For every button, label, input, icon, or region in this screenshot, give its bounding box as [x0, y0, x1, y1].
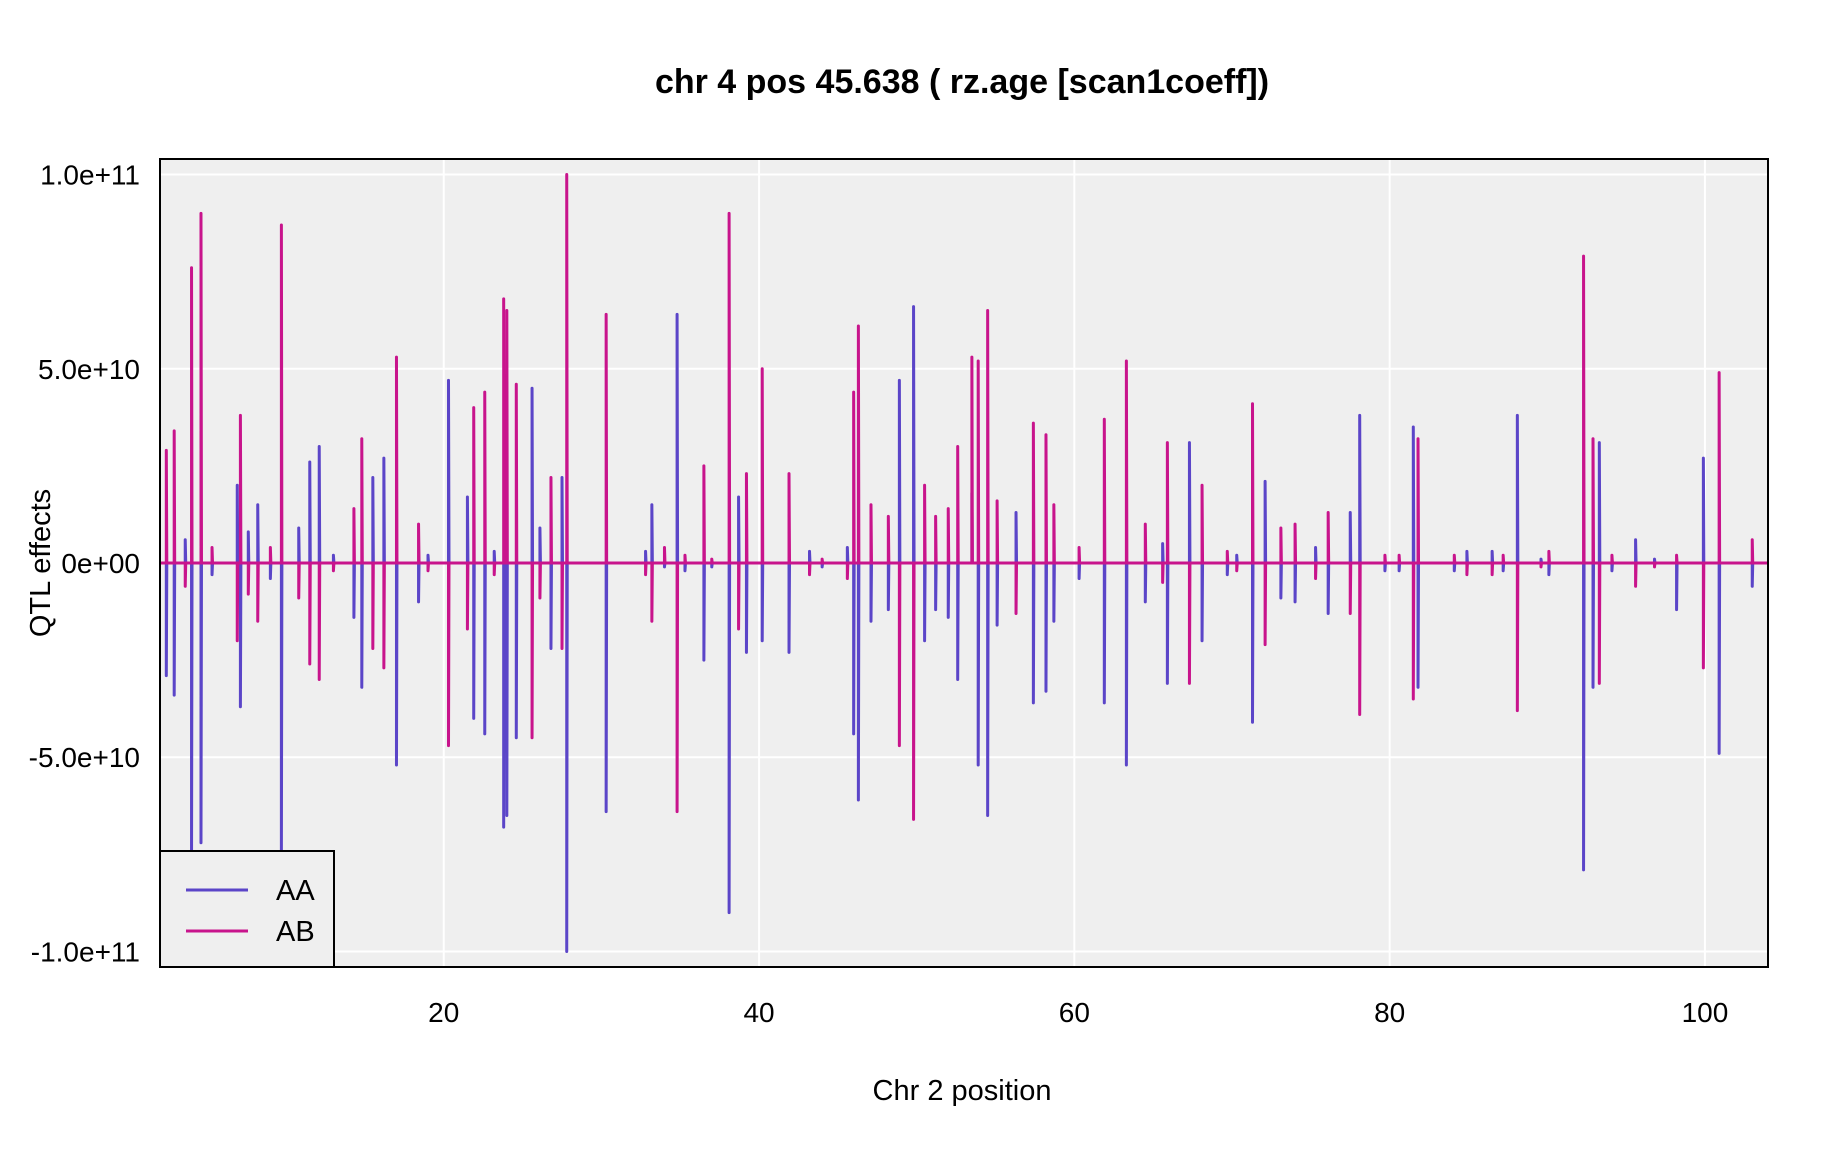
y-tick-label-2: 0e+00: [61, 548, 140, 579]
x-axis-ticks: 20 40 60 80 100: [428, 997, 1728, 1028]
y-tick-label-3: -5.0e+10: [29, 742, 140, 773]
x-tick-label-2: 60: [1059, 997, 1090, 1028]
chart-title: chr 4 pos 45.638 ( rz.age [scan1coeff]): [655, 63, 1269, 101]
y-axis-ticks: 1.0e+11 5.0e+10 0e+00 -5.0e+10 -1.0e+11: [29, 160, 140, 968]
x-tick-label-0: 20: [428, 997, 459, 1028]
series-line-ab: [160, 173, 1768, 821]
y-tick-label-4: -1.0e+11: [31, 936, 140, 967]
y-axis-label: QTL effects: [25, 489, 57, 637]
legend: AA AB: [159, 850, 335, 968]
legend-label-ab: AB: [276, 916, 315, 948]
x-tick-label-3: 80: [1374, 997, 1405, 1028]
plot-frame: [159, 158, 1769, 968]
series-layer: [160, 173, 1768, 953]
y-tick-label-1: 5.0e+10: [38, 354, 140, 385]
legend-box: [159, 850, 335, 968]
y-tick-label-0: 1.0e+11: [40, 160, 140, 191]
x-tick-label-4: 100: [1682, 997, 1729, 1028]
legend-label-aa: AA: [276, 875, 315, 907]
x-tick-label-1: 40: [743, 997, 774, 1028]
x-axis-label: Chr 2 position: [873, 1075, 1052, 1107]
